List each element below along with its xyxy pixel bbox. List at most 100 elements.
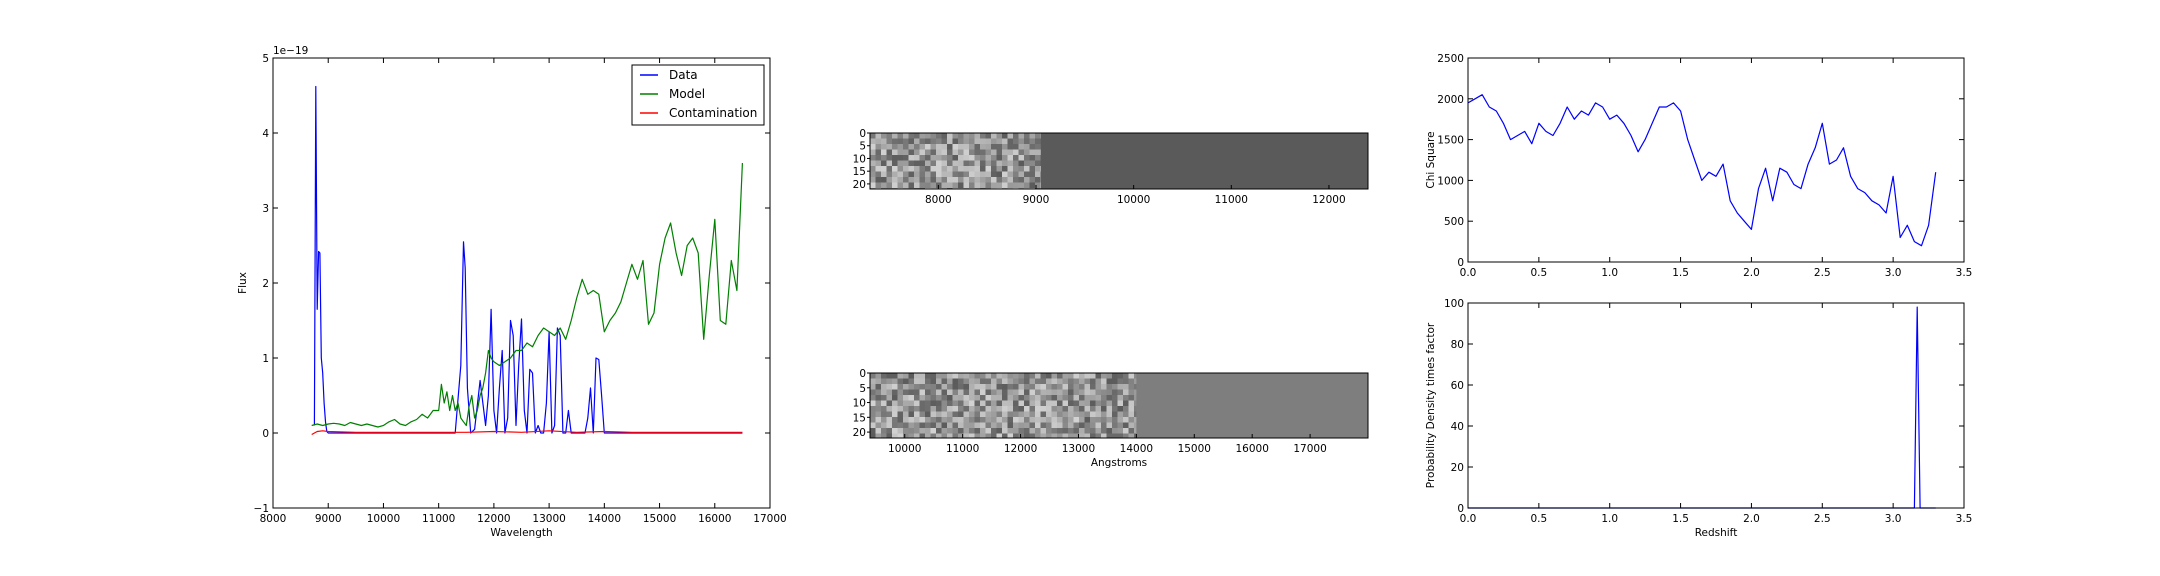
stamp-pixel <box>958 144 964 150</box>
stamp-pixel <box>886 395 892 401</box>
stamp-pixel <box>919 149 925 155</box>
stamp-pixel <box>870 400 876 406</box>
stamp-pixel <box>908 155 914 161</box>
stamp-pixel <box>936 433 942 438</box>
stamp-pixel <box>1002 171 1008 177</box>
stamp-pixel <box>914 389 920 395</box>
stamp-pixel <box>1035 406 1041 412</box>
stamp-pixel <box>958 422 964 428</box>
stamp-pixel <box>914 133 920 139</box>
stamp-pixel <box>930 155 936 161</box>
stamp-pixel <box>1073 373 1079 379</box>
stamp-pixel <box>1013 417 1019 423</box>
x-axis-label: Redshift <box>1695 527 1738 539</box>
stamp-pixel <box>947 433 953 438</box>
stamp-pixel <box>1112 417 1118 423</box>
stamp-pixel <box>958 166 964 172</box>
stamp-pixel <box>1029 433 1035 438</box>
stamp-pixel <box>941 378 947 384</box>
stamp-pixel <box>963 144 969 150</box>
y-tick-label: 15 <box>853 412 866 424</box>
stamp-pixel <box>941 417 947 423</box>
stamp-pixel <box>1106 389 1112 395</box>
stamp-pixel <box>1029 378 1035 384</box>
y-tick-label: 80 <box>1451 339 1464 351</box>
stamp-pixel <box>908 133 914 139</box>
stamp-pixel <box>870 133 876 139</box>
stamp-pixel <box>919 182 925 188</box>
stamp-pixel <box>947 373 953 379</box>
stamp-pixel <box>985 406 991 412</box>
stamp-pixel <box>947 389 953 395</box>
stamp-pixel <box>919 400 925 406</box>
stamp-pixel <box>1134 422 1137 428</box>
stamp-pixel <box>1029 411 1035 417</box>
stamp-pixel <box>1018 144 1024 150</box>
x-tick-label: 11000 <box>422 513 455 525</box>
stamp-pixel <box>870 406 876 412</box>
stamp-pixel <box>996 378 1002 384</box>
stamp-pixel <box>925 428 931 434</box>
stamp-pixel <box>892 384 898 390</box>
stamp-pixel <box>1007 417 1013 423</box>
stamp-pixel <box>903 384 909 390</box>
stamp-pixel <box>1073 417 1079 423</box>
stamp-pixel <box>963 177 969 183</box>
stamp-pixel <box>1079 384 1085 390</box>
stamp-pixel <box>886 149 892 155</box>
stamp-pixel <box>952 149 958 155</box>
stamp-pixel <box>941 160 947 166</box>
stamp-pixel <box>1018 177 1024 183</box>
stamp-pixel <box>963 166 969 172</box>
stamp-pixel <box>1073 384 1079 390</box>
stamp-pixel <box>1046 411 1052 417</box>
y-tick-label: 5 <box>859 141 866 153</box>
stamp-pixel <box>969 384 975 390</box>
y-tick-label: 40 <box>1451 421 1464 433</box>
stamp-pixel <box>1123 384 1129 390</box>
stamp-pixel <box>1057 428 1063 434</box>
stamp-pixel <box>1084 373 1090 379</box>
x-tick-label: 10000 <box>367 513 400 525</box>
stamp-pixel <box>1018 395 1024 401</box>
y-tick-label: 0 <box>1457 257 1464 269</box>
stamp-pixel <box>925 384 931 390</box>
stamp-pixel <box>886 373 892 379</box>
stamp-pixel <box>1128 411 1134 417</box>
stamp-pixel <box>897 160 903 166</box>
stamp-pixel <box>897 417 903 423</box>
stamp-pixel <box>1084 400 1090 406</box>
stamp-pixel <box>1101 422 1107 428</box>
stamp-pixel <box>1002 177 1008 183</box>
stamp-pixel <box>974 384 980 390</box>
stamp-pixel <box>963 373 969 379</box>
stamp-pixel <box>947 400 953 406</box>
stamp-pixel <box>1002 138 1008 144</box>
stamp-pixel <box>996 422 1002 428</box>
stamp-pixel <box>1024 138 1030 144</box>
stamp-pixel <box>886 155 892 161</box>
stamp-pixel <box>1106 422 1112 428</box>
stamp-pixel <box>1084 428 1090 434</box>
stamp-pixel <box>881 373 887 379</box>
stamp-pixel <box>958 417 964 423</box>
stamp-pixel <box>1117 422 1123 428</box>
y-tick-label: 5 <box>262 53 269 65</box>
stamp-pixel <box>958 138 964 144</box>
stamp-pixel <box>897 133 903 139</box>
stamp-pixel <box>1079 378 1085 384</box>
stamp-pixel <box>1029 177 1035 183</box>
stamp-pixel <box>1073 378 1079 384</box>
stamp-pixel <box>1062 395 1068 401</box>
stamp-pixel <box>919 177 925 183</box>
stamp-pixel <box>914 177 920 183</box>
stamp-pixel <box>903 378 909 384</box>
stamp-pixel <box>996 138 1002 144</box>
stamp-pixel <box>919 144 925 150</box>
stamp-pixel <box>947 411 953 417</box>
stamp-pixel <box>1007 428 1013 434</box>
stamp-pixel <box>1090 433 1096 438</box>
x-tick-label: 10000 <box>888 443 921 455</box>
stamp-pixel <box>985 373 991 379</box>
stamp-pixel <box>925 144 931 150</box>
